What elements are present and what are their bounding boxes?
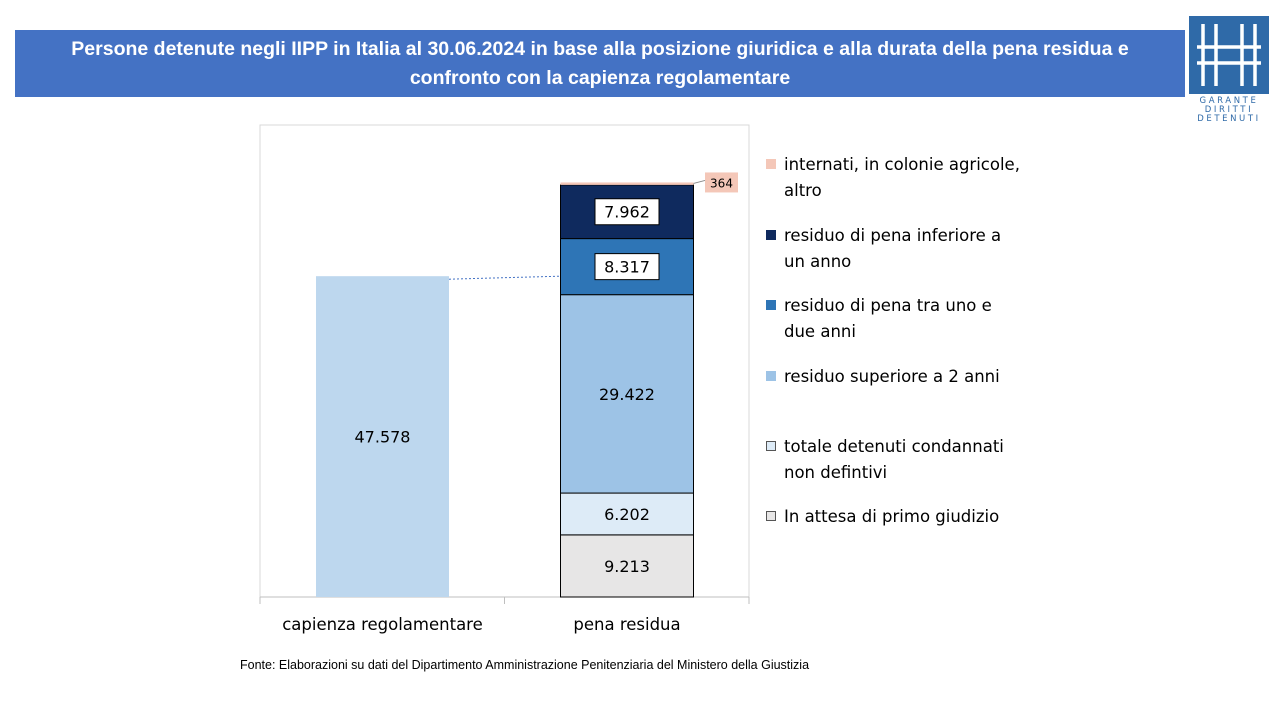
legend-label: In attesa di primo giudizio xyxy=(784,507,1000,526)
legend-label: residuo di pena inferiore a un anno xyxy=(784,226,1002,271)
legend-swatch xyxy=(766,300,776,310)
data-label: 29.422 xyxy=(599,385,655,404)
legend-label: totale detenuti condannati non defintivi xyxy=(784,437,1004,482)
legend-label: residuo di pena tra uno e due anni xyxy=(784,296,992,341)
legend-swatch xyxy=(766,441,776,451)
legend-item-uno-due-anni: residuo di pena tra uno e due anni xyxy=(766,293,1036,345)
garante-logo: GARANTE DIRITTI DETENUTI xyxy=(1189,16,1269,126)
legend-item-attesa-giudizio: In attesa di primo giudizio xyxy=(766,504,1036,530)
data-label-box xyxy=(594,253,660,281)
logo-text-2: DIRITTI xyxy=(1204,105,1254,115)
legend-swatch xyxy=(766,511,776,521)
source-note: Fonte: Elaborazioni su dati del Dipartim… xyxy=(240,658,810,672)
capacity-connector-line xyxy=(448,275,561,280)
legend-label: residuo superiore a 2 anni xyxy=(784,367,1000,386)
data-label: 7.962 xyxy=(604,203,650,222)
data-label: 9.213 xyxy=(604,557,650,576)
x-tick-label: pena residua xyxy=(573,615,680,634)
bar-segment xyxy=(560,534,694,598)
data-label-leader xyxy=(693,179,706,184)
bar-capienza xyxy=(316,276,449,597)
legend-item-superiore-2-anni: residuo superiore a 2 anni xyxy=(766,364,1036,390)
stacked-bar-chart: 47.578 9.213 6.202 29.422 8.317 7.962 364 capie… xyxy=(259,124,750,634)
title-banner: Persone detenute negli IIPP in Italia al… xyxy=(15,30,1185,97)
legend-label: internati, in colonie agricole, altro xyxy=(784,155,1020,200)
legend-swatch xyxy=(766,371,776,381)
data-label-box xyxy=(594,198,660,226)
data-label: 364 xyxy=(710,176,733,190)
garante-logo-icon xyxy=(1189,16,1269,94)
chart-title: Persone detenute negli IIPP in Italia al… xyxy=(71,37,1129,89)
bar-segment xyxy=(560,182,694,185)
legend-item-internati: internati, in colonie agricole, altro xyxy=(766,152,1036,204)
x-tick-label: capienza regolamentare xyxy=(282,615,483,634)
logo-text-1: GARANTE xyxy=(1199,96,1259,106)
legend-item-non-definitivi: totale detenuti condannati non defintivi xyxy=(766,434,1036,486)
legend-swatch xyxy=(766,159,776,169)
legend-swatch xyxy=(766,230,776,240)
data-label-capienza: 47.578 xyxy=(355,428,411,447)
data-label: 6.202 xyxy=(604,505,650,524)
legend-item-inferiore-un-anno: residuo di pena inferiore a un anno xyxy=(766,223,1036,275)
bar-segment xyxy=(560,492,694,536)
bar-segment xyxy=(560,294,694,494)
data-label-box xyxy=(705,172,738,193)
logo-text-3: DETENUTI xyxy=(1197,114,1261,124)
data-label: 8.317 xyxy=(604,258,650,277)
